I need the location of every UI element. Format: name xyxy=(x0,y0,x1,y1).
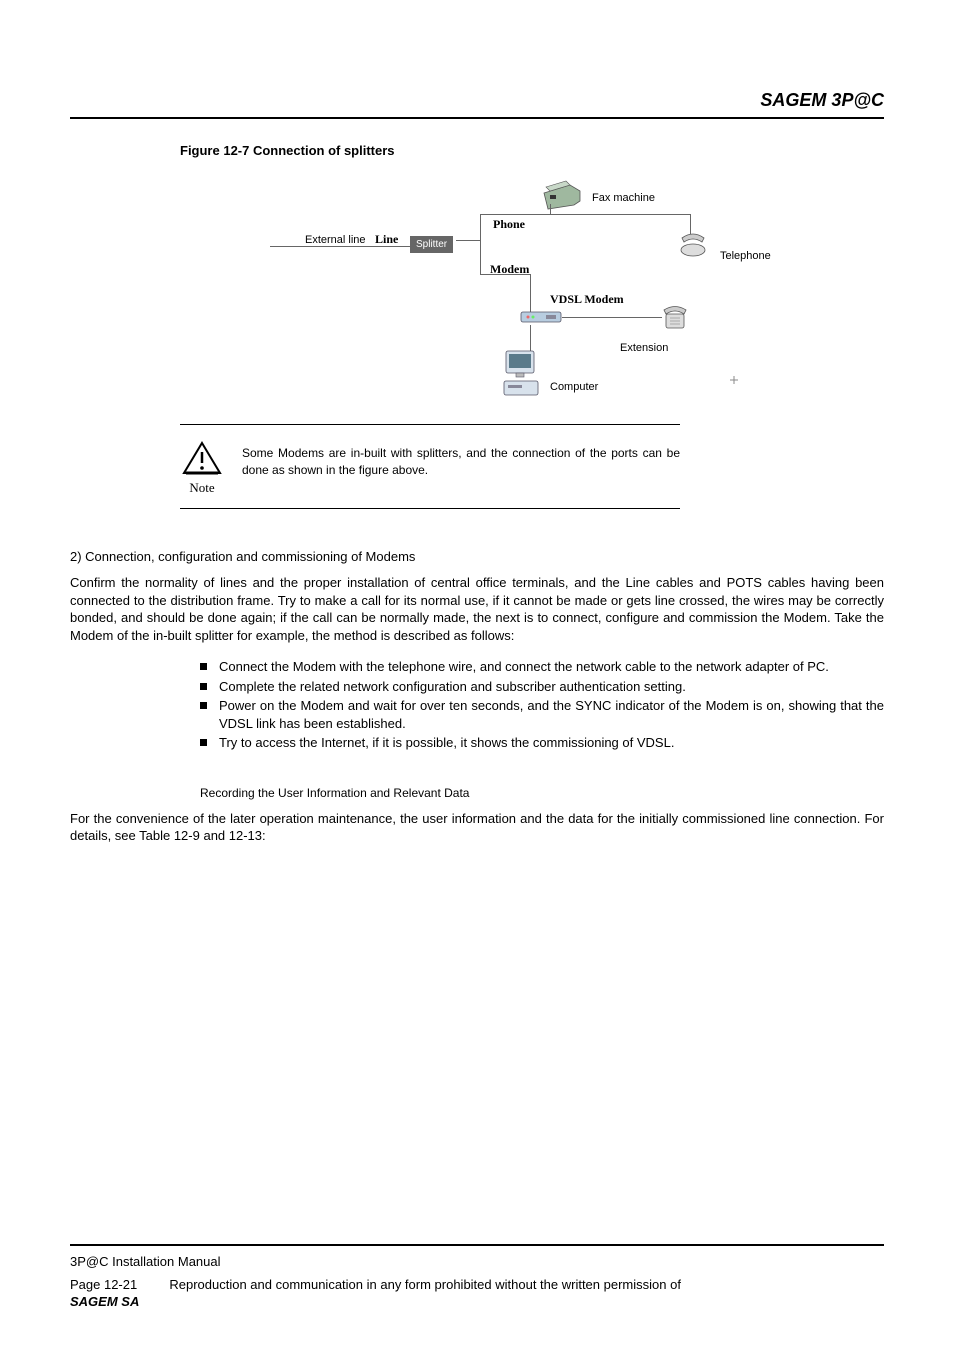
wire-splitter-modem-h xyxy=(480,274,530,275)
bullet-square-icon xyxy=(200,683,207,690)
footer-rule xyxy=(70,1244,884,1246)
wire-modem-down-v xyxy=(530,274,531,314)
connection-diagram: Fax machine External line Line Splitter … xyxy=(180,174,880,424)
bullet-square-icon xyxy=(200,739,207,746)
bullet-square-icon xyxy=(200,702,207,709)
footer-notice: Reproduction and communication in any fo… xyxy=(169,1277,884,1294)
bullet-text: Connect the Modem with the telephone wir… xyxy=(219,658,829,676)
cursor-icon xyxy=(728,374,740,386)
recording-para: For the convenience of the later operati… xyxy=(70,810,884,845)
section2-heading: 2) Connection, configuration and commiss… xyxy=(70,549,884,564)
list-item: Try to access the Internet, if it is pos… xyxy=(200,734,884,752)
fax-machine-icon xyxy=(540,179,584,215)
splitter-box: Splitter xyxy=(410,236,453,253)
list-item: Power on the Modem and wait for over ten… xyxy=(200,697,884,732)
label-line-port: Line xyxy=(375,232,398,247)
computer-icon xyxy=(500,349,542,401)
label-external-line: External line xyxy=(305,234,366,246)
label-vdsl-modem: VDSL Modem xyxy=(550,292,624,307)
note-icon: Note xyxy=(180,441,224,496)
note-box: Note Some Modems are in-built with split… xyxy=(180,424,680,509)
list-item: Complete the related network configurati… xyxy=(200,678,884,696)
label-fax: Fax machine xyxy=(592,192,655,204)
telephone-icon xyxy=(678,230,708,258)
label-computer: Computer xyxy=(550,381,598,393)
wire-splitter-phone-h xyxy=(456,240,480,241)
footer-page-number: Page 12-21 xyxy=(70,1277,139,1294)
bullet-square-icon xyxy=(200,663,207,670)
extension-phone-icon xyxy=(660,304,690,332)
footer-company: SAGEM SA xyxy=(70,1294,139,1311)
wire-fax-branch-v xyxy=(550,204,551,214)
bullet-text: Complete the related network configurati… xyxy=(219,678,686,696)
doc-header-title: SAGEM 3P@C xyxy=(70,90,884,111)
wire-external-to-splitter xyxy=(270,246,410,247)
label-phone-port: Phone xyxy=(493,217,525,232)
wire-splitter-modem-v xyxy=(480,240,481,274)
header-rule xyxy=(70,117,884,119)
bullet-list: Connect the Modem with the telephone wir… xyxy=(200,658,884,752)
wire-phone-to-fax xyxy=(480,214,550,215)
list-item: Connect the Modem with the telephone wir… xyxy=(200,658,884,676)
label-extension: Extension xyxy=(620,342,668,354)
warning-triangle-icon xyxy=(182,441,222,475)
page-footer: 3P@C Installation Manual Page 12-21 SAGE… xyxy=(70,1244,884,1311)
footer-manual-title: 3P@C Installation Manual xyxy=(70,1254,884,1269)
wire-splitter-phone-v xyxy=(480,214,481,240)
figure-caption: Figure 12-7 Connection of splitters xyxy=(180,143,884,158)
label-telephone: Telephone xyxy=(720,250,771,262)
note-text: Some Modems are in-built with splitters,… xyxy=(242,441,680,479)
bullet-text: Try to access the Internet, if it is pos… xyxy=(219,734,674,752)
section2-para: Confirm the normality of lines and the p… xyxy=(70,574,884,644)
bullet-text: Power on the Modem and wait for over ten… xyxy=(219,697,884,732)
recording-label: Recording the User Information and Relev… xyxy=(200,786,884,800)
wire-modem-to-ext xyxy=(562,317,662,318)
wire-phone-to-tel xyxy=(550,214,690,215)
vdsl-modem-icon xyxy=(520,309,562,325)
note-caption: Note xyxy=(180,480,224,496)
